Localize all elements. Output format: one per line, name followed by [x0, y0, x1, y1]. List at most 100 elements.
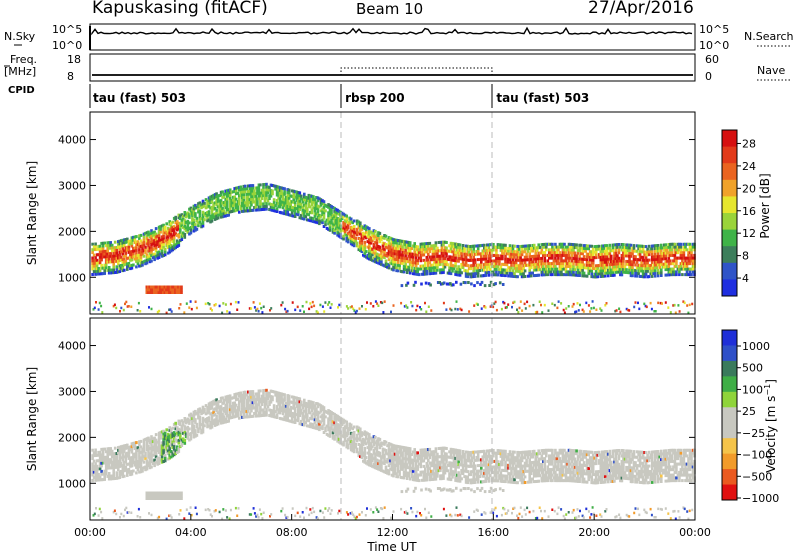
power-cell	[581, 246, 584, 250]
power-cell	[278, 191, 282, 195]
power-cell	[495, 254, 498, 257]
power-cell	[316, 199, 320, 203]
power-cell	[362, 248, 365, 252]
power-cell	[112, 246, 115, 250]
power-cell	[180, 224, 184, 228]
power-cell	[350, 305, 353, 308]
power-cell	[348, 233, 351, 237]
power-cell	[643, 267, 646, 271]
power-cell	[649, 301, 652, 305]
power-cell	[345, 233, 348, 237]
power-cell	[148, 235, 152, 239]
power-cell	[310, 305, 313, 309]
velocity-cell	[206, 408, 209, 412]
velocity-cell	[142, 455, 146, 459]
velocity-cell	[277, 394, 280, 398]
power-cell	[210, 200, 214, 204]
velocity-cell	[191, 419, 194, 423]
velocity-cell	[268, 414, 271, 417]
power-cell	[157, 288, 161, 292]
power-cell	[107, 255, 111, 258]
power-cell	[525, 244, 528, 248]
power-cell	[560, 273, 563, 277]
power-cell	[616, 254, 619, 258]
power-cell	[469, 264, 472, 268]
power-cell	[160, 254, 164, 258]
power-cell	[316, 207, 320, 211]
velocity-cell	[234, 398, 238, 402]
power-cell	[596, 247, 599, 251]
power-cell	[476, 249, 480, 253]
power-cell	[578, 260, 581, 264]
power-cell	[623, 254, 627, 258]
power-cell	[430, 258, 433, 262]
velocity-cell	[247, 409, 250, 413]
power-cell	[145, 239, 149, 243]
power-cell	[234, 186, 238, 190]
power-cell	[168, 245, 171, 248]
power-cell	[178, 291, 182, 294]
power-cell	[469, 245, 472, 248]
power-cell	[183, 213, 187, 217]
power-cell	[261, 311, 264, 314]
power-cell	[404, 259, 407, 263]
power-cell	[666, 273, 669, 277]
power-cell	[265, 191, 268, 195]
power-cell	[362, 237, 365, 241]
power-cell	[328, 212, 332, 216]
power-cell	[278, 194, 282, 198]
velocity-cell	[142, 446, 146, 450]
power-cell	[239, 204, 243, 208]
power-cell	[221, 212, 224, 216]
power-cell	[172, 241, 176, 245]
power-cell	[682, 262, 686, 266]
velocity-cell	[92, 451, 96, 455]
power-cell	[371, 247, 374, 251]
power-cell	[169, 285, 173, 289]
power-cell	[463, 258, 466, 261]
power-cell	[368, 227, 371, 231]
velocity-cell	[145, 467, 149, 471]
power-cell	[357, 237, 361, 240]
power-cell	[638, 250, 642, 254]
power-cell	[557, 253, 560, 257]
power-cell	[588, 263, 592, 267]
velocity-cell	[319, 415, 323, 419]
power-cell	[514, 269, 518, 273]
power-cell	[663, 251, 666, 255]
power-cell	[661, 262, 665, 266]
velocity-cell	[271, 398, 274, 402]
power-cell	[136, 243, 140, 246]
power-cell	[371, 239, 374, 243]
power-cell	[197, 224, 200, 228]
velocity-cell	[150, 440, 153, 444]
power-cell	[475, 272, 478, 275]
power-cell	[278, 205, 282, 209]
velocity-cell	[357, 451, 361, 455]
power-cell	[455, 248, 459, 252]
velocity-cell	[168, 437, 171, 441]
power-cell	[421, 248, 424, 252]
velocity-cell	[234, 392, 238, 396]
power-cell	[122, 308, 125, 312]
velocity-cell	[307, 419, 311, 423]
power-cell	[104, 252, 108, 256]
power-cell	[610, 263, 613, 266]
power-cell	[222, 201, 226, 204]
velocity-cell	[174, 449, 177, 453]
power-cell	[148, 232, 152, 236]
velocity-cell	[298, 397, 302, 401]
power-cell	[498, 268, 501, 272]
power-cell	[560, 267, 563, 271]
power-cell	[242, 184, 246, 188]
power-cell	[486, 243, 489, 247]
power-cell	[165, 236, 168, 240]
power-cell	[460, 249, 463, 253]
power-cell	[610, 268, 613, 272]
power-cell	[139, 253, 143, 257]
power-cell	[540, 273, 544, 277]
power-cell	[421, 253, 424, 257]
power-cell	[169, 291, 173, 294]
velocity-cell	[310, 400, 314, 404]
power-cell	[233, 189, 236, 193]
